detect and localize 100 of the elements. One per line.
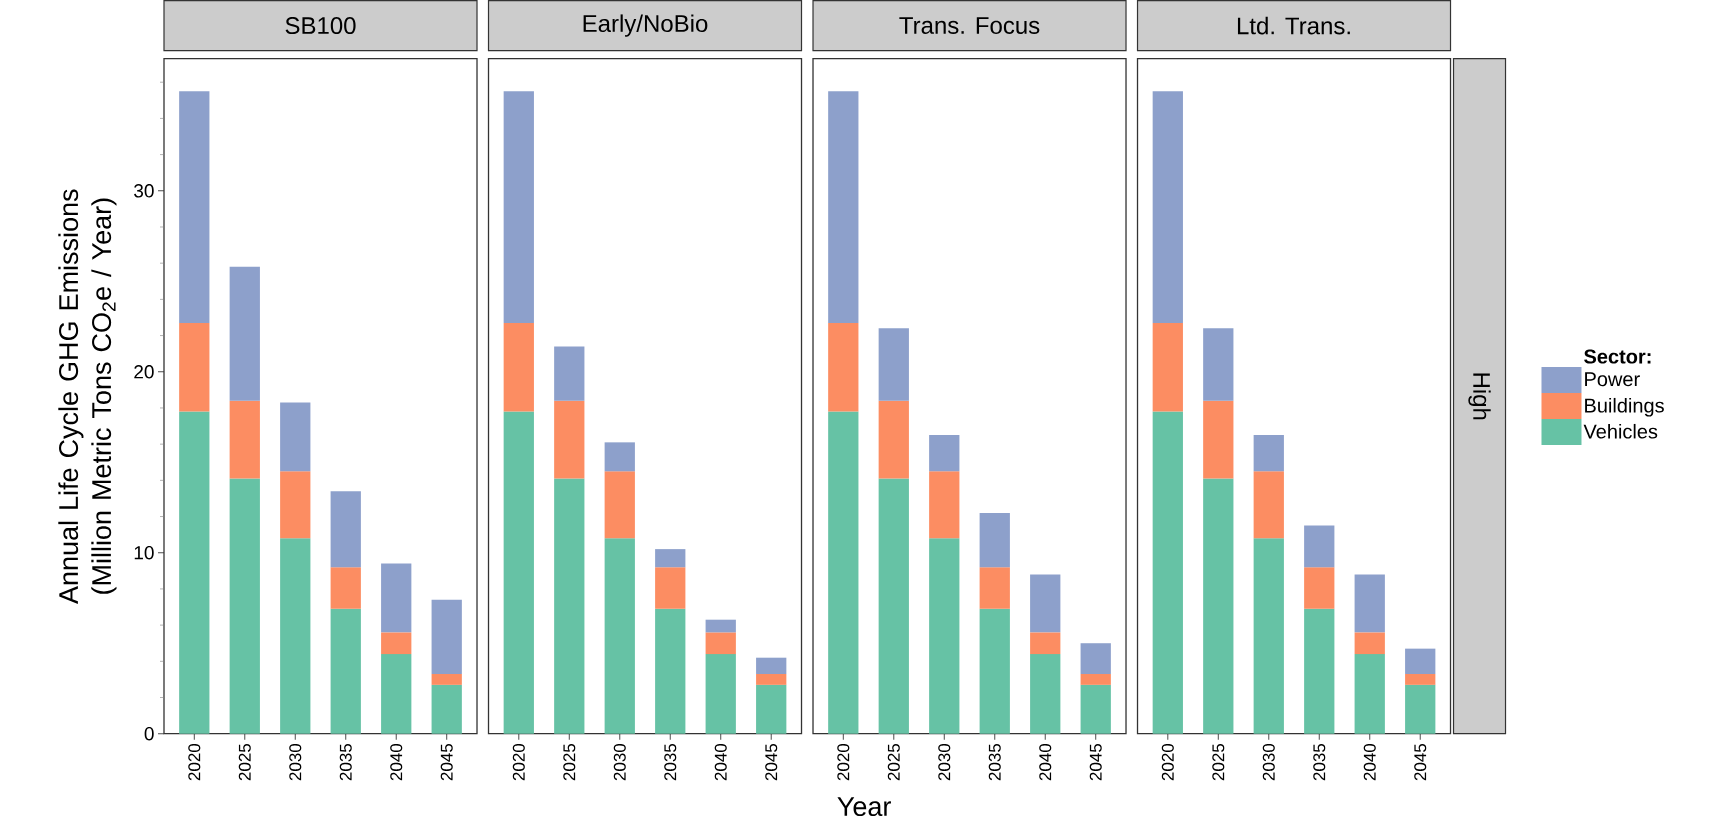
bar bbox=[1354, 654, 1385, 734]
legend-label: Power bbox=[1585, 372, 1640, 387]
bar bbox=[828, 91, 859, 324]
bar bbox=[1304, 608, 1335, 734]
bar bbox=[431, 674, 462, 685]
y-tick-label: 20 bbox=[134, 365, 154, 379]
bar bbox=[554, 400, 585, 479]
bar bbox=[756, 657, 787, 675]
x-tick-label: 2020 bbox=[512, 744, 525, 781]
x-tick-label: 2045 bbox=[765, 744, 778, 781]
x-tick-label: 2045 bbox=[1089, 744, 1102, 781]
bar bbox=[280, 471, 311, 539]
bar bbox=[828, 323, 859, 412]
x-tick-label: 2040 bbox=[714, 744, 727, 781]
legend-label: Buildings bbox=[1585, 398, 1664, 417]
bar bbox=[179, 323, 210, 412]
bar bbox=[1152, 323, 1183, 412]
bar bbox=[179, 91, 210, 324]
chart-title: Early/NoBio bbox=[583, 14, 708, 37]
bar bbox=[929, 471, 960, 539]
bar bbox=[1253, 471, 1284, 539]
x-tick-label: 2035 bbox=[1313, 744, 1326, 781]
x-tick-label: 2040 bbox=[390, 744, 403, 781]
bar bbox=[554, 478, 585, 734]
bar bbox=[655, 549, 686, 568]
bar bbox=[229, 266, 260, 401]
legend-label: Vehicles bbox=[1583, 424, 1658, 439]
bar bbox=[756, 684, 787, 734]
x-tick-label: 2030 bbox=[938, 744, 951, 781]
bar bbox=[756, 674, 787, 685]
chart-title: Trans. Focus bbox=[899, 17, 1040, 35]
bar bbox=[979, 513, 1010, 568]
y-tick-label: 0 bbox=[144, 727, 154, 741]
bar bbox=[828, 411, 859, 734]
bar bbox=[1152, 91, 1183, 324]
bar bbox=[1080, 643, 1111, 675]
bar bbox=[604, 442, 635, 472]
x-tick-label: 2030 bbox=[1262, 744, 1275, 781]
bar bbox=[1203, 328, 1234, 401]
y-tick-label: 30 bbox=[134, 184, 154, 198]
bar bbox=[929, 435, 960, 472]
bar bbox=[705, 632, 736, 655]
x-tick-label: 2040 bbox=[1039, 744, 1052, 781]
bar bbox=[655, 567, 686, 609]
x-tick-label: 2040 bbox=[1363, 744, 1376, 781]
bar bbox=[503, 91, 534, 324]
x-tick-label: 2030 bbox=[289, 744, 302, 781]
bar bbox=[431, 599, 462, 675]
x-tick-label: 2035 bbox=[988, 744, 1001, 781]
bar bbox=[1354, 574, 1385, 633]
x-tick-label: 2025 bbox=[1212, 744, 1225, 781]
bar bbox=[1030, 654, 1061, 734]
bar bbox=[1152, 411, 1183, 734]
bar bbox=[554, 346, 585, 401]
x-tick-label: 2020 bbox=[837, 744, 850, 781]
x-axis-title: Year bbox=[837, 797, 891, 817]
x-tick-label: 2045 bbox=[1414, 744, 1427, 781]
x-tick-label: 2020 bbox=[1161, 744, 1174, 781]
bar bbox=[280, 538, 311, 734]
bar bbox=[1030, 632, 1061, 655]
bar bbox=[1253, 435, 1284, 472]
x-tick-label: 2025 bbox=[563, 744, 576, 781]
x-tick-label: 2030 bbox=[613, 744, 626, 781]
y-tick-label: 10 bbox=[134, 546, 154, 560]
bar bbox=[979, 608, 1010, 734]
bar bbox=[1405, 648, 1436, 675]
bar bbox=[280, 402, 311, 472]
bar bbox=[381, 563, 412, 633]
x-tick-label: 2035 bbox=[664, 744, 677, 781]
x-tick-label: 2035 bbox=[339, 744, 352, 781]
bar bbox=[179, 411, 210, 734]
bar bbox=[1080, 674, 1111, 685]
bar bbox=[878, 400, 909, 479]
x-tick-label: 2045 bbox=[440, 744, 453, 781]
legend-title: Sector: bbox=[1584, 349, 1651, 364]
bar bbox=[1203, 400, 1234, 479]
bar bbox=[431, 684, 462, 734]
bar bbox=[1304, 525, 1335, 568]
bar bbox=[655, 608, 686, 734]
bar bbox=[604, 471, 635, 539]
bar bbox=[330, 608, 361, 734]
bar bbox=[1354, 632, 1385, 655]
bar bbox=[878, 328, 909, 401]
bar bbox=[1405, 684, 1436, 734]
x-tick-label: 2025 bbox=[238, 744, 251, 781]
bar bbox=[229, 400, 260, 479]
x-tick-label: 2020 bbox=[188, 744, 201, 781]
bar bbox=[330, 491, 361, 568]
bar bbox=[1030, 574, 1061, 633]
chart-title: Ltd. Trans. bbox=[1237, 16, 1350, 35]
bar bbox=[503, 411, 534, 734]
bar bbox=[381, 632, 412, 655]
bar bbox=[1405, 674, 1436, 685]
bar bbox=[1304, 567, 1335, 609]
bar bbox=[929, 538, 960, 734]
x-tick-label: 2025 bbox=[887, 744, 900, 781]
chart-title: SB100 bbox=[285, 17, 356, 35]
bar bbox=[229, 478, 260, 734]
bar bbox=[878, 478, 909, 734]
bar bbox=[1253, 538, 1284, 734]
